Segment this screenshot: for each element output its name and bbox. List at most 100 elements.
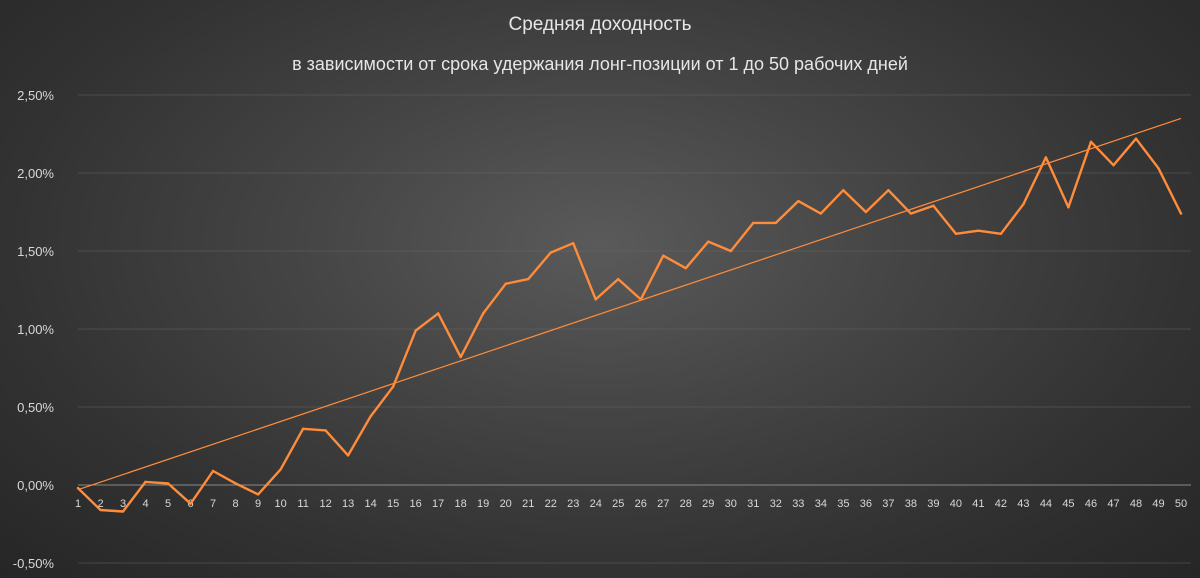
x-tick-label: 38 bbox=[905, 498, 917, 510]
data-point bbox=[662, 254, 665, 257]
x-tick-label: 42 bbox=[995, 498, 1007, 510]
data-point bbox=[954, 232, 958, 236]
data-point bbox=[391, 385, 395, 388]
data-point bbox=[121, 510, 125, 513]
data-point bbox=[279, 468, 282, 471]
x-tick-label: 37 bbox=[882, 498, 894, 510]
trendline bbox=[77, 117, 1182, 491]
series-lines bbox=[76, 137, 1183, 513]
data-point bbox=[1157, 167, 1160, 170]
y-tick-label: 2,00% bbox=[17, 166, 54, 181]
data-point bbox=[346, 454, 350, 457]
x-tick-label: 1 bbox=[75, 498, 81, 510]
x-tick-label: 44 bbox=[1040, 498, 1052, 510]
x-tick-label: 10 bbox=[274, 498, 286, 510]
y-tick-label: 1,00% bbox=[17, 322, 54, 337]
x-tick-label: 20 bbox=[500, 498, 512, 510]
x-tick-label: 3 bbox=[120, 498, 126, 510]
y-tick-label: 1,50% bbox=[17, 244, 54, 259]
data-point bbox=[774, 221, 778, 225]
data-point bbox=[932, 204, 935, 207]
gridlines bbox=[78, 94, 1191, 564]
x-tick-label: 19 bbox=[477, 498, 489, 510]
data-point bbox=[617, 277, 620, 281]
x-tick-label: 32 bbox=[770, 498, 782, 510]
y-tick-label: 0,00% bbox=[17, 478, 54, 493]
data-point bbox=[414, 329, 417, 332]
data-point bbox=[234, 482, 237, 485]
x-tick-label: 22 bbox=[545, 498, 557, 510]
data-point bbox=[842, 188, 845, 192]
data-point bbox=[481, 312, 485, 315]
data-point bbox=[594, 298, 597, 301]
data-point bbox=[256, 493, 260, 496]
x-tick-label: 40 bbox=[950, 498, 962, 510]
x-tick-label: 49 bbox=[1152, 498, 1164, 510]
data-point bbox=[1089, 140, 1093, 143]
data-point bbox=[369, 415, 372, 418]
x-tick-label: 25 bbox=[612, 498, 624, 510]
x-tick-label: 11 bbox=[297, 498, 308, 510]
x-tick-label: 39 bbox=[927, 498, 939, 510]
x-tick-label: 17 bbox=[432, 498, 444, 510]
x-tick-label: 41 bbox=[972, 498, 984, 510]
x-tick-label: 43 bbox=[1017, 498, 1029, 510]
data-point bbox=[909, 212, 913, 215]
data-point bbox=[977, 229, 980, 232]
data-point bbox=[887, 188, 890, 192]
data-point bbox=[707, 240, 710, 243]
data-point bbox=[459, 355, 462, 359]
x-tick-label: 24 bbox=[590, 498, 602, 510]
x-tick-label: 31 bbox=[747, 498, 759, 510]
data-point bbox=[189, 502, 192, 505]
data-point bbox=[797, 199, 800, 203]
data-point bbox=[639, 298, 642, 301]
x-tick-label: 7 bbox=[210, 498, 216, 510]
x-tick-label: 4 bbox=[142, 498, 148, 510]
x-tick-label: 36 bbox=[860, 498, 872, 510]
data-point bbox=[729, 249, 732, 253]
series-line bbox=[76, 137, 1183, 513]
y-axis-ticks: 2,50% 2,00% 1,50% 1,00% 0,50% 0,00% -0,50% bbox=[13, 88, 55, 571]
x-tick-label: 50 bbox=[1175, 498, 1187, 510]
x-tick-label: 23 bbox=[567, 498, 579, 510]
x-tick-label: 5 bbox=[165, 498, 171, 510]
data-point bbox=[752, 221, 755, 225]
data-point bbox=[211, 469, 215, 473]
x-tick-label: 46 bbox=[1085, 498, 1097, 510]
trendline-line bbox=[77, 117, 1182, 491]
x-tick-label: 35 bbox=[837, 498, 849, 510]
x-tick-label: 16 bbox=[410, 498, 422, 510]
x-tick-label: 13 bbox=[342, 498, 354, 510]
x-axis-ticks: 1234567891011121314151617181920212223242… bbox=[75, 498, 1187, 510]
data-point bbox=[436, 312, 440, 315]
x-tick-label: 26 bbox=[635, 498, 647, 510]
data-point bbox=[1044, 156, 1048, 159]
data-point bbox=[527, 277, 530, 281]
y-tick-label: -0,50% bbox=[13, 556, 55, 571]
data-point bbox=[1067, 206, 1070, 209]
data-point bbox=[1179, 212, 1183, 215]
data-point bbox=[301, 427, 305, 431]
data-point bbox=[144, 480, 147, 484]
data-point bbox=[76, 486, 80, 490]
y-tick-label: 2,50% bbox=[17, 88, 54, 103]
data-point bbox=[819, 212, 823, 215]
data-point bbox=[99, 508, 102, 512]
x-tick-label: 2 bbox=[97, 498, 103, 510]
chart-title: Средняя доходность bbox=[509, 14, 692, 35]
chart-subtitle: в зависимости от срока удержания лонг-по… bbox=[292, 54, 908, 74]
x-tick-label: 29 bbox=[702, 498, 714, 510]
data-point bbox=[324, 429, 327, 432]
x-tick-label: 15 bbox=[387, 498, 399, 510]
x-tick-label: 14 bbox=[365, 498, 377, 510]
x-tick-label: 9 bbox=[255, 498, 261, 510]
data-point bbox=[864, 210, 868, 214]
data-point bbox=[1112, 164, 1115, 167]
x-tick-label: 28 bbox=[680, 498, 692, 510]
x-tick-label: 27 bbox=[657, 498, 669, 510]
data-point bbox=[166, 482, 170, 485]
data-point bbox=[504, 282, 507, 285]
x-tick-label: 34 bbox=[815, 498, 827, 510]
